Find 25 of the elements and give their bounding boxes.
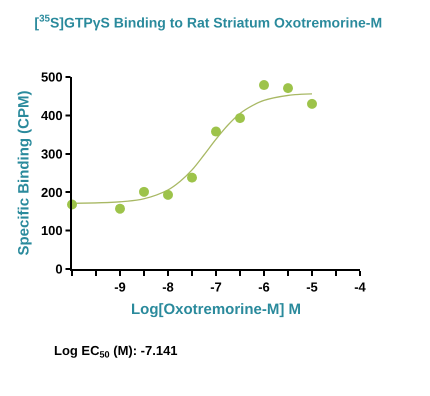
y-tick-label: 100 xyxy=(40,223,63,238)
x-tick-label: -4 xyxy=(354,279,367,294)
y-tick-label: 500 xyxy=(40,70,63,85)
point xyxy=(163,190,173,200)
point xyxy=(235,113,245,124)
y-tick-label: 0 xyxy=(55,262,63,277)
chart-title: [$^{35}$S]GTPγS Binding to Rat Striatum Oxotremorine-M xyxy=(34,14,382,31)
x-tick-label: -8 xyxy=(162,279,174,294)
x-tick-label: -6 xyxy=(258,279,270,294)
x-axis-title: Log[Oxotremorine-M] M xyxy=(131,300,301,318)
y-tick-label: 400 xyxy=(40,108,63,123)
point xyxy=(115,204,125,214)
x-tick-label: -5 xyxy=(306,279,318,294)
y-tick-label: 300 xyxy=(40,146,63,162)
y-tick-label: 200 xyxy=(40,184,63,200)
point xyxy=(307,98,317,109)
point xyxy=(259,80,269,90)
x-tick-label: -9 xyxy=(114,279,126,294)
x-tick-label: -7 xyxy=(210,279,222,294)
point xyxy=(187,172,197,183)
point xyxy=(211,126,221,137)
y-axis-title: Specific Binding (CPM) xyxy=(16,90,33,256)
text: Log EC$_{50}$ (M): -7.141 xyxy=(54,343,178,360)
point xyxy=(283,83,293,94)
point xyxy=(139,186,149,197)
